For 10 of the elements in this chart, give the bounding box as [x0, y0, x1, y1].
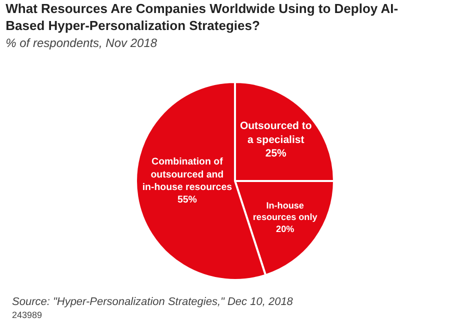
- chart-subtitle: % of respondents, Nov 2018: [6, 36, 158, 50]
- slice-label: Combination of outsourced and in-house resources: [142, 156, 232, 193]
- slice-label: In-house resources only: [252, 200, 318, 222]
- source-note: Source: "Hyper-Personalization Strategies," Dec 10, 2018: [12, 296, 294, 308]
- data-label: 20%: [276, 224, 294, 234]
- data-label: 25%: [265, 148, 288, 160]
- slice-label: Outsourced to a specialist: [240, 120, 312, 146]
- data-label: 55%: [177, 194, 198, 206]
- text: 243989: [12, 310, 42, 320]
- chart-title: What Resources Are Companies Worldwide Using to Deploy AI-Based Hyper-Personalization Strategies?: [6, 1, 398, 34]
